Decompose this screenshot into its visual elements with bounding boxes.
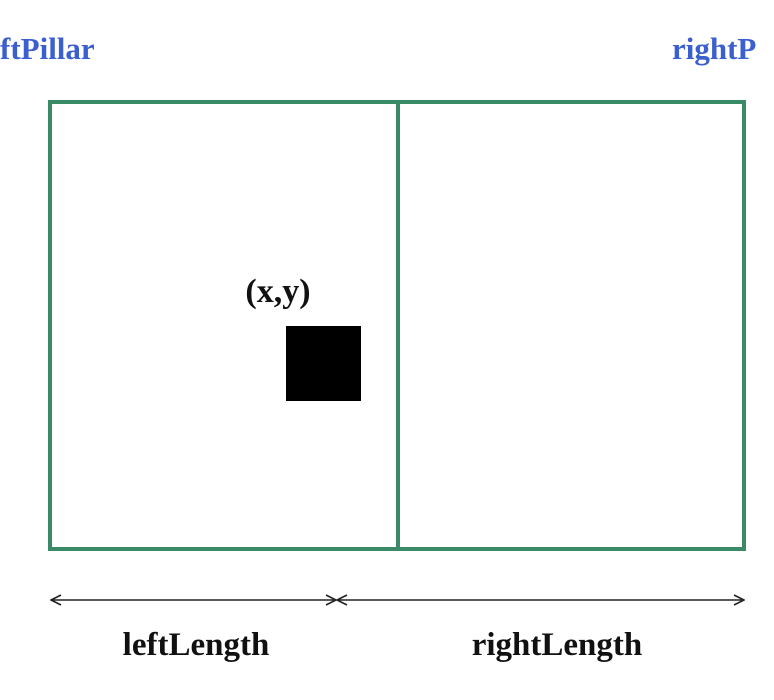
point-label: (x,y)	[245, 273, 310, 310]
right-length-label: rightLength	[472, 627, 643, 663]
point-marker	[286, 326, 361, 401]
left-length-label: leftLength	[123, 627, 270, 663]
left-pillar-label: ftPillar	[0, 31, 95, 66]
right-pillar-label: rightP	[672, 31, 756, 66]
